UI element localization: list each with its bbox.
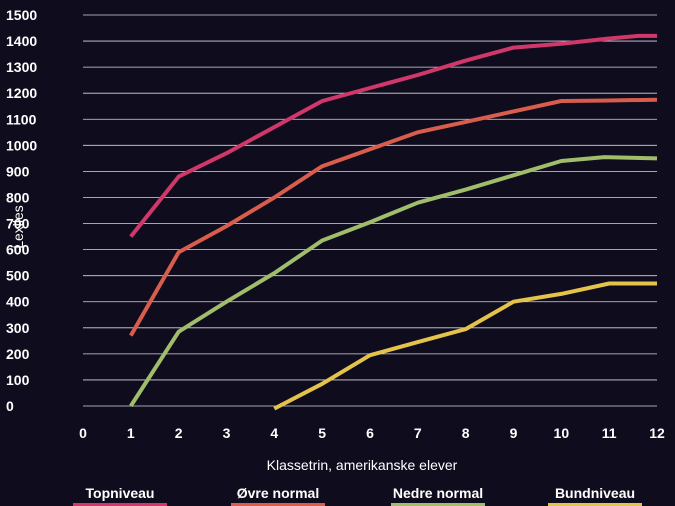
- y-tick-label: 0: [6, 398, 14, 414]
- x-tick-label: 11: [602, 425, 617, 441]
- x-tick-label: 0: [79, 425, 87, 441]
- y-axis-label: Lexiles: [10, 205, 26, 249]
- y-tick-label: 300: [6, 320, 30, 336]
- x-tick-label: 12: [649, 425, 665, 441]
- series-line-1: [129, 33, 657, 238]
- grid-lines: [83, 14, 657, 407]
- legend-item: Topniveau: [73, 485, 167, 506]
- y-tick-label: 900: [6, 163, 30, 179]
- y-tick-label: 200: [6, 346, 30, 362]
- x-tick-label: 2: [175, 425, 183, 441]
- legend-label: Nedre normal: [393, 485, 483, 501]
- x-tick-labels: 0 1 2 3 4 5 6 7 8 9 10 11 12: [79, 425, 665, 441]
- x-tick-label: 9: [510, 425, 518, 441]
- y-tick-label: 1500: [6, 7, 37, 23]
- x-tick-label: 5: [318, 425, 326, 441]
- series-lines: [129, 33, 658, 411]
- legend-label: Topniveau: [86, 485, 155, 501]
- y-tick-label: 100: [6, 372, 30, 388]
- y-tick-label: 800: [6, 189, 30, 205]
- legend-label: Bundniveau: [555, 485, 635, 501]
- y-tick-label: 500: [6, 268, 30, 284]
- x-tick-label: 10: [554, 425, 570, 441]
- legend-swatch: [548, 503, 642, 506]
- legend-item: Nedre normal: [391, 485, 485, 506]
- y-tick-label: 1300: [6, 59, 37, 75]
- y-tick-label: 700: [6, 216, 30, 232]
- x-tick-label: 7: [414, 425, 422, 441]
- legend-item: Bundniveau: [548, 485, 642, 506]
- y-tick-label: 400: [6, 294, 30, 310]
- x-tick-label: 6: [366, 425, 374, 441]
- x-tick-label: 4: [270, 425, 278, 441]
- y-tick-label: 1200: [6, 85, 37, 101]
- legend-label: Øvre normal: [237, 485, 319, 501]
- y-tick-label: 600: [6, 242, 30, 258]
- x-tick-label: 8: [462, 425, 470, 441]
- y-tick-labels: 0 100 200 300 400 500 600 700 800 900 1000 1100 1200…: [6, 7, 37, 414]
- legend: Topniveau Øvre normal Nedre normal Bundnive…: [73, 485, 642, 506]
- series-line-2: [129, 97, 658, 337]
- legend-item: Øvre normal: [231, 485, 325, 506]
- legend-swatch: [231, 503, 325, 506]
- y-tick-label: 1100: [6, 111, 37, 127]
- legend-swatch: [391, 503, 485, 506]
- y-tick-label: 1000: [6, 137, 37, 153]
- y-tick-label: 1400: [6, 33, 37, 49]
- series-line-4: [273, 281, 657, 411]
- legend-swatch: [73, 503, 167, 506]
- series-line-3: [129, 155, 658, 408]
- x-tick-label: 1: [127, 425, 135, 441]
- x-axis-label: Klassetrin, amerikanske elever: [267, 457, 458, 473]
- x-tick-label: 3: [223, 425, 231, 441]
